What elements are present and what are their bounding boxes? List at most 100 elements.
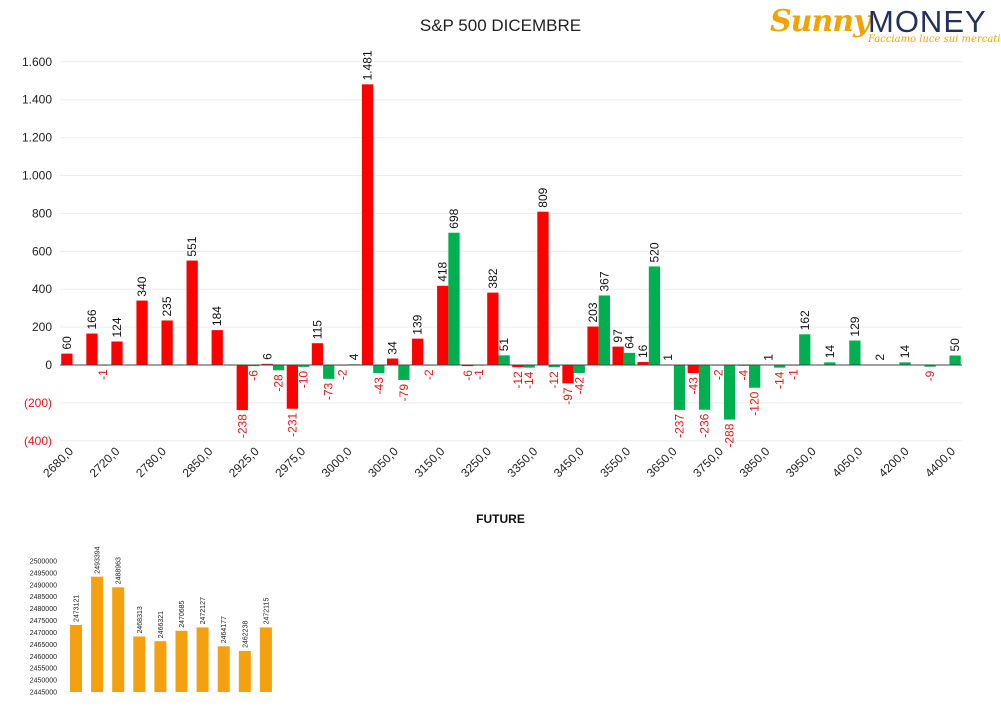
y-tick-label: 1.600 [22, 55, 52, 69]
red-bar [612, 346, 624, 365]
x-tick-label: 2975,0 [272, 444, 308, 480]
x-tick-label: 3550,0 [597, 444, 633, 480]
data-label: 97 [611, 329, 625, 343]
data-label: -2 [336, 369, 350, 380]
future-bar [70, 625, 82, 692]
future-data-label: 2466321 [158, 611, 165, 638]
green-bar [648, 266, 661, 365]
x-tick-label: 2680,0 [40, 444, 76, 480]
data-label: 1.481 [361, 50, 375, 80]
x-tick-label: 3450,0 [551, 444, 587, 480]
x-tick-label: 3650,0 [644, 444, 680, 480]
future-data-label: 2464177 [221, 616, 228, 643]
data-label: -1 [96, 369, 110, 380]
red-bar [487, 292, 499, 365]
red-bar [86, 333, 98, 365]
future-bar [154, 641, 167, 692]
data-label: 2 [873, 354, 887, 361]
x-tick-label: 3350,0 [504, 444, 540, 480]
green-bar [924, 365, 936, 367]
data-label: 14 [823, 345, 837, 359]
future-bar [259, 627, 272, 692]
future-data-label: 2470685 [179, 600, 186, 627]
green-bar [598, 295, 610, 365]
data-label: -10 [297, 371, 311, 389]
data-label: -2 [711, 369, 725, 380]
data-label: -73 [322, 382, 336, 400]
data-label: 698 [447, 208, 461, 228]
future-bar [217, 646, 230, 692]
red-bar [286, 365, 299, 409]
red-bar [386, 358, 399, 365]
future-data-label: 2472127 [200, 597, 207, 624]
data-label: 520 [647, 242, 661, 262]
x-tick-label: 3850,0 [737, 444, 773, 480]
data-label: -1 [787, 369, 801, 380]
future-data-label: 2493394 [95, 546, 102, 573]
x-tick-label: 2925,0 [226, 444, 262, 480]
y-tick-label: 600 [32, 244, 52, 258]
red-bar [236, 365, 248, 411]
future-bar [175, 630, 188, 692]
data-label: 367 [597, 271, 611, 291]
data-label: -6 [247, 370, 261, 381]
green-bar [247, 365, 260, 367]
x-tick-label: 3000,0 [319, 444, 355, 480]
future-data-label: 2488963 [116, 557, 123, 584]
future-y-tick-label: 2490000 [30, 582, 57, 589]
future-y-tick-label: 2495000 [30, 570, 57, 577]
future-bar [112, 587, 125, 692]
y-tick-label: 1.400 [22, 93, 52, 107]
y-tick-label: 1.000 [22, 169, 52, 183]
data-label: -6 [461, 370, 475, 381]
red-bar [311, 343, 324, 365]
future-y-tick-label: 2465000 [30, 642, 57, 649]
future-chart-title: FUTURE [476, 512, 525, 526]
data-label: 115 [310, 320, 324, 339]
green-bar [298, 365, 310, 367]
x-tick-label: 3250,0 [458, 444, 494, 480]
future-data-label: 2473121 [74, 595, 81, 622]
red-bar [186, 260, 198, 365]
x-tick-label: 3150,0 [412, 444, 448, 480]
data-label: -2 [422, 369, 436, 380]
green-bar [849, 340, 861, 365]
red-bar [462, 365, 474, 367]
green-bar [548, 365, 560, 368]
y-tick-label: 800 [32, 206, 52, 220]
data-label: 16 [636, 344, 650, 358]
red-bar [637, 361, 649, 365]
data-label: 51 [497, 338, 511, 352]
x-tick-label: 3750,0 [690, 444, 726, 480]
green-bar [899, 362, 911, 365]
y-tick-label: (400) [24, 434, 52, 448]
green-bar [498, 355, 510, 365]
data-label: -28 [272, 374, 286, 392]
red-bar [261, 363, 273, 365]
green-bar [523, 365, 535, 368]
data-label: -238 [235, 414, 249, 438]
data-label: 340 [135, 276, 149, 296]
red-bar [136, 300, 148, 365]
data-label: -237 [673, 414, 687, 438]
green-bar [698, 365, 711, 410]
logo-name-money: MONEY [868, 4, 987, 39]
future-y-tick-label: 2450000 [30, 678, 57, 685]
x-tick-label: 3950,0 [783, 444, 819, 480]
logo-name-sunny: Sunny [770, 4, 871, 39]
green-bar [373, 365, 385, 374]
data-label: -12 [547, 371, 561, 389]
green-bar [323, 365, 335, 379]
y-tick-label: 400 [32, 282, 52, 296]
data-label: 203 [586, 302, 600, 322]
data-label: -1 [472, 369, 486, 380]
green-bar [749, 365, 761, 388]
red-bar [111, 341, 123, 365]
green-bar [723, 365, 736, 420]
green-bar [949, 355, 961, 365]
data-label: 184 [210, 306, 224, 326]
red-bar [61, 353, 73, 365]
data-label: 129 [848, 316, 862, 336]
red-bar [437, 285, 449, 365]
green-bar [673, 365, 686, 410]
